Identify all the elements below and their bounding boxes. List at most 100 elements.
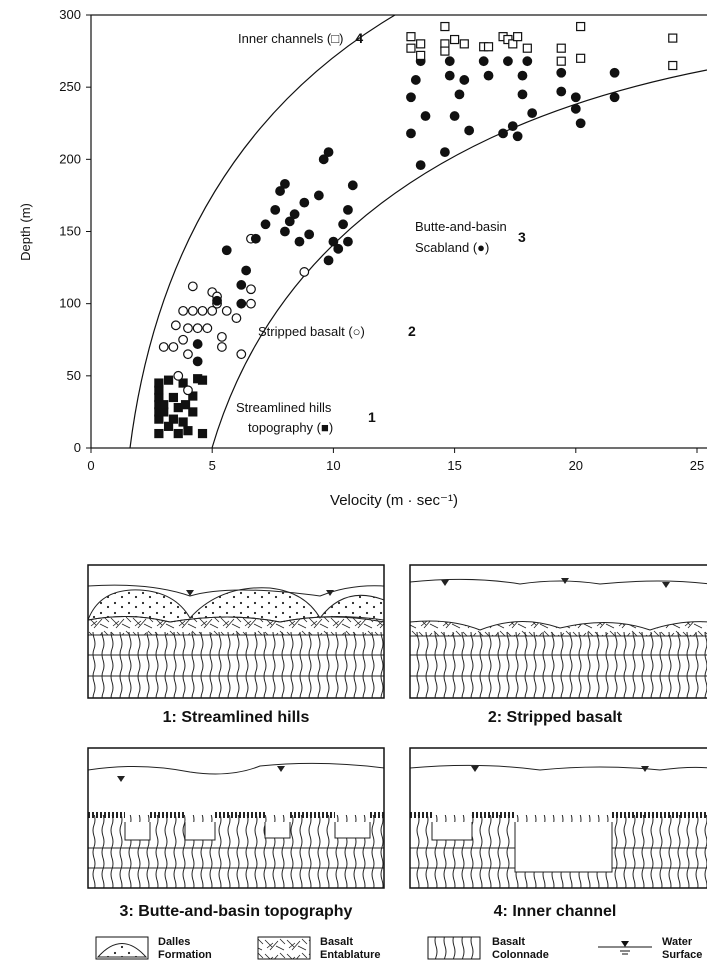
- diagram-4: [410, 764, 707, 888]
- point: [173, 370, 184, 381]
- point: [178, 305, 189, 316]
- y-tick-label: 50: [67, 368, 81, 383]
- point: [343, 236, 353, 247]
- point: [347, 180, 358, 191]
- point: [299, 267, 310, 277]
- point: [202, 323, 213, 334]
- point: [173, 428, 183, 439]
- legend-swatches: [95, 936, 652, 960]
- point: [236, 298, 247, 309]
- point: [522, 43, 532, 53]
- point: [275, 186, 285, 196]
- point: [527, 108, 538, 119]
- point: [163, 375, 174, 385]
- point: [313, 190, 324, 201]
- diagram-title: 2: Stripped basalt: [488, 709, 623, 726]
- point: [343, 204, 353, 215]
- point: [188, 391, 198, 401]
- y-tick-label: 100: [59, 296, 81, 311]
- point: [508, 39, 518, 49]
- point: [517, 89, 528, 100]
- legend-label: Dalles: [158, 936, 190, 948]
- point: [294, 236, 305, 247]
- point: [270, 204, 281, 215]
- series-annotation: Streamlined hills: [236, 400, 332, 415]
- point: [216, 331, 227, 342]
- legend-label: Basalt: [320, 936, 353, 948]
- point: [246, 298, 256, 309]
- x-tick-label: 20: [569, 458, 583, 473]
- point: [522, 56, 533, 67]
- point: [328, 236, 339, 247]
- point: [570, 103, 581, 114]
- legend-label: Entablature: [320, 949, 381, 961]
- diagram-title: 4: Inner channel: [494, 903, 617, 920]
- point: [668, 33, 678, 43]
- point: [183, 323, 193, 334]
- diagram-2: [410, 578, 707, 698]
- point: [178, 417, 188, 427]
- point: [478, 56, 489, 67]
- point: [250, 233, 261, 244]
- point: [192, 356, 203, 367]
- point: [575, 118, 586, 129]
- boundary-curve: [211, 69, 707, 449]
- point: [323, 255, 334, 266]
- point: [609, 67, 620, 78]
- point: [507, 121, 518, 132]
- point: [512, 131, 523, 142]
- diagram-title: 3: Butte-and-basin topography: [120, 903, 353, 920]
- point: [556, 43, 566, 53]
- y-tick-label: 250: [59, 79, 81, 94]
- point: [609, 92, 620, 103]
- point: [280, 226, 290, 237]
- point: [483, 70, 494, 81]
- point: [498, 128, 508, 139]
- point: [406, 32, 416, 42]
- x-tick-label: 25: [690, 458, 704, 473]
- legend-label: Formation: [158, 949, 212, 961]
- diagram-1: [88, 584, 384, 698]
- point: [168, 414, 179, 424]
- point: [188, 407, 198, 417]
- point: [464, 125, 475, 136]
- point: [517, 70, 528, 81]
- point: [221, 305, 232, 316]
- point: [183, 426, 193, 436]
- point: [159, 400, 169, 410]
- point: [178, 334, 189, 345]
- series-number: 3: [518, 229, 526, 245]
- point: [459, 39, 469, 49]
- point: [183, 385, 193, 396]
- point: [449, 111, 460, 121]
- point: [444, 70, 455, 81]
- y-tick-label: 200: [59, 151, 81, 166]
- x-tick-label: 10: [326, 458, 340, 473]
- y-tick-label: 300: [59, 7, 81, 22]
- x-tick-label: 0: [87, 458, 94, 473]
- point: [454, 89, 465, 100]
- point: [170, 320, 181, 331]
- point: [556, 56, 566, 66]
- y-tick-label: 150: [59, 224, 81, 239]
- point: [338, 219, 348, 230]
- point: [420, 111, 431, 121]
- legend-label: Water: [662, 936, 693, 948]
- x-tick-label: 5: [209, 458, 216, 473]
- point: [192, 339, 203, 349]
- boundary-curve: [129, 14, 396, 449]
- point: [178, 378, 188, 388]
- series-annotation: Butte-and-basin: [415, 219, 507, 234]
- point: [415, 160, 426, 171]
- diagram-3: [88, 762, 384, 888]
- point: [216, 342, 227, 352]
- series-number: 2: [408, 323, 416, 339]
- point: [556, 86, 567, 97]
- legend-label: Basalt: [492, 936, 525, 948]
- point: [260, 219, 271, 230]
- point: [406, 43, 416, 53]
- point: [221, 245, 232, 256]
- point: [416, 50, 426, 61]
- point: [406, 128, 416, 139]
- point: [168, 392, 179, 403]
